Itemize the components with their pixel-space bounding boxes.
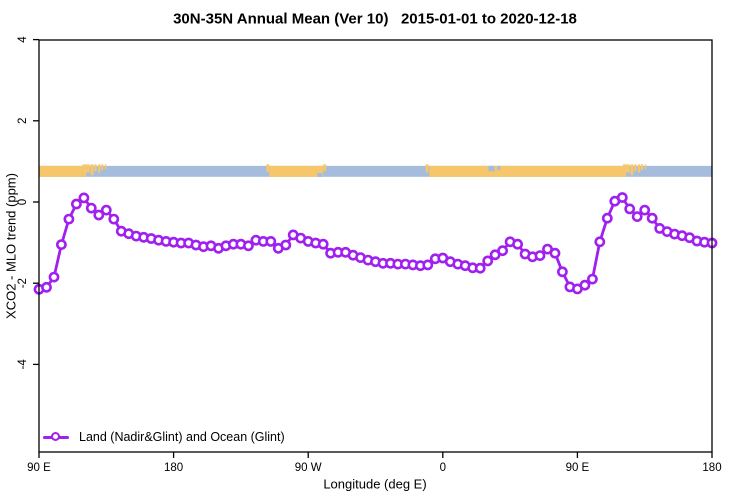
map-band-island xyxy=(630,164,634,176)
data-point xyxy=(594,236,606,248)
data-point xyxy=(557,266,568,278)
data-point xyxy=(317,238,329,250)
data-point xyxy=(631,211,643,222)
map-band-island xyxy=(82,164,87,177)
data-point xyxy=(579,279,591,291)
map-band-island xyxy=(101,164,104,171)
legend: Land (Nadir&Glint) and Ocean (Glint) xyxy=(43,430,285,444)
data-point xyxy=(280,239,292,251)
x-tick-label: 180 xyxy=(702,462,721,474)
data-point xyxy=(601,212,613,224)
y-tick-label: -2 xyxy=(17,278,29,288)
map-band-island xyxy=(266,164,270,172)
x-tick-label: 90 W xyxy=(295,462,322,474)
data-point xyxy=(71,198,82,210)
series-line xyxy=(37,196,714,291)
data-point xyxy=(616,192,628,203)
data-point xyxy=(587,273,598,285)
map-band-island xyxy=(623,164,627,177)
data-point xyxy=(78,192,90,204)
map-band-island xyxy=(644,164,647,170)
map-band-island xyxy=(634,164,637,172)
map-band-land xyxy=(429,165,624,177)
map-band-notch xyxy=(488,165,495,172)
data-point xyxy=(646,212,658,224)
data-point xyxy=(242,240,254,252)
map-band-land xyxy=(39,165,83,177)
data-point xyxy=(56,239,67,250)
data-point xyxy=(549,247,561,259)
data-point xyxy=(48,271,60,283)
map-band-notch xyxy=(317,172,323,177)
map-band-island xyxy=(94,164,97,172)
map-band-notch xyxy=(497,165,501,171)
plot-box xyxy=(38,39,713,453)
map-band-island xyxy=(640,164,644,171)
map-band-land xyxy=(269,165,324,177)
chart-title: 30N-35N Annual Mean (Ver 10) 2015-01-01 … xyxy=(173,10,577,28)
map-band-island xyxy=(425,164,429,173)
map-band-ocean xyxy=(39,165,712,177)
data-point xyxy=(512,238,523,250)
x-axis-label: Longitude (deg E) xyxy=(323,476,427,492)
y-tick-label: 2 xyxy=(17,118,29,124)
map-band-island xyxy=(86,164,90,173)
legend-label: Land (Nadir&Glint) and Ocean (Glint) xyxy=(79,430,285,444)
data-point xyxy=(41,281,52,293)
data-point xyxy=(624,203,636,215)
map-band-island xyxy=(98,164,101,173)
y-tick-label: 4 xyxy=(17,36,29,43)
data-point xyxy=(63,213,75,225)
data-point xyxy=(108,213,120,225)
x-tick-label: 180 xyxy=(164,462,183,474)
data-point xyxy=(497,245,508,257)
data-point xyxy=(93,209,105,221)
data-point xyxy=(100,204,112,216)
data-point xyxy=(534,250,546,261)
map-band-island xyxy=(90,164,94,176)
x-tick-label: 0 xyxy=(440,462,446,474)
map-band-island xyxy=(637,164,641,173)
map-band-island xyxy=(626,164,630,173)
map-band-island xyxy=(323,164,327,171)
data-point xyxy=(85,202,97,214)
y-tick-label: -4 xyxy=(17,359,29,370)
data-point xyxy=(482,255,494,267)
legend-line-marker-icon xyxy=(43,430,69,444)
data-point xyxy=(474,262,486,274)
data-point xyxy=(422,259,434,271)
data-point xyxy=(265,235,277,247)
y-tick-label: 0 xyxy=(17,199,29,205)
x-tick-label: 90 E xyxy=(27,462,51,474)
x-tick-label: 90 E xyxy=(566,462,590,474)
map-band-island xyxy=(104,164,107,170)
data-point xyxy=(639,204,651,216)
